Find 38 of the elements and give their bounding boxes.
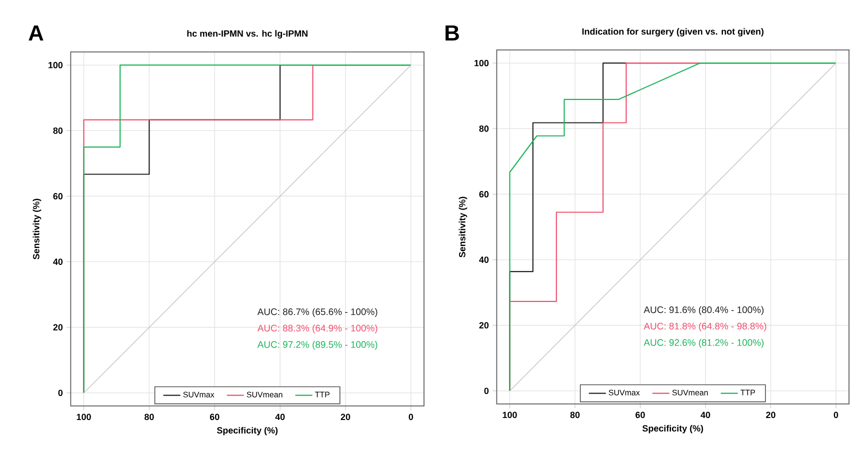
y-tick-label: 20 [53, 324, 63, 330]
annotation: AUC: 86.7% (65.6% - 100%) [257, 308, 378, 317]
x-tick-label: 40 [700, 412, 710, 418]
y-tick-label: 40 [53, 258, 63, 265]
x-axis-title: Specificity (%) [216, 426, 278, 436]
y-tick-label: 60 [53, 193, 63, 200]
y-tick-label: 0 [58, 390, 63, 396]
y-tick-label: 40 [479, 256, 489, 263]
text: A [28, 25, 44, 41]
annotation: AUC: 88.3% (64.9% - 100%) [257, 324, 378, 334]
x-tick-label: 80 [570, 412, 580, 418]
y-tick-label: 80 [479, 125, 489, 132]
text: B [446, 25, 459, 41]
x-tick-label: 60 [636, 412, 645, 418]
x-tick-label: 60 [210, 414, 220, 420]
x-tick-label: 20 [766, 412, 776, 418]
y-axis-title: Sensitivity (%) [32, 198, 42, 260]
x-tick-label: 100 [502, 412, 517, 418]
x-tick-label: 100 [76, 414, 91, 420]
x-tick-label: 0 [834, 412, 838, 418]
annotation: AUC: 92.6% (81.2% - 100%) [644, 338, 764, 348]
x-tick-label: 80 [144, 414, 154, 420]
x-tick-label: 20 [340, 414, 350, 420]
annotation: AUC: 97.2% (89.5% - 100%) [257, 340, 378, 350]
y-axis-title: Sensitivity (%) [458, 196, 468, 258]
x-tick-label: 0 [408, 414, 414, 420]
y-tick-label: 20 [479, 322, 489, 328]
chart-title: Indication for surgery (given vs. not given) [582, 28, 764, 36]
y-tick-label: 60 [479, 191, 489, 198]
x-tick-label: 40 [275, 414, 285, 420]
y-tick-label: 80 [53, 127, 63, 134]
annotation: AUC: 91.6% (80.4% - 100%) [644, 306, 764, 315]
annotation: AUC: 81.8% (64.8% - 98.8%) [644, 322, 766, 332]
y-tick-label: 100 [48, 62, 63, 68]
y-tick-label: 0 [484, 388, 489, 394]
chart-title: hc men-IPMN vs. hc lg-IPMN [187, 30, 308, 38]
x-axis-title: Specificity (%) [642, 424, 704, 434]
y-tick-label: 100 [474, 60, 489, 66]
